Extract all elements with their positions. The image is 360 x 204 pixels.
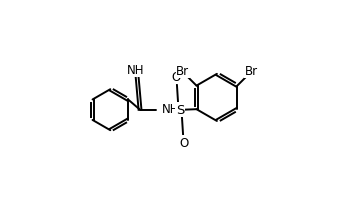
Text: NH: NH (162, 103, 180, 116)
Text: NH: NH (127, 64, 145, 77)
Text: O: O (171, 71, 181, 84)
Text: O: O (179, 136, 189, 149)
Text: Br: Br (244, 65, 258, 78)
Text: S: S (176, 104, 184, 117)
Text: Br: Br (176, 65, 189, 78)
